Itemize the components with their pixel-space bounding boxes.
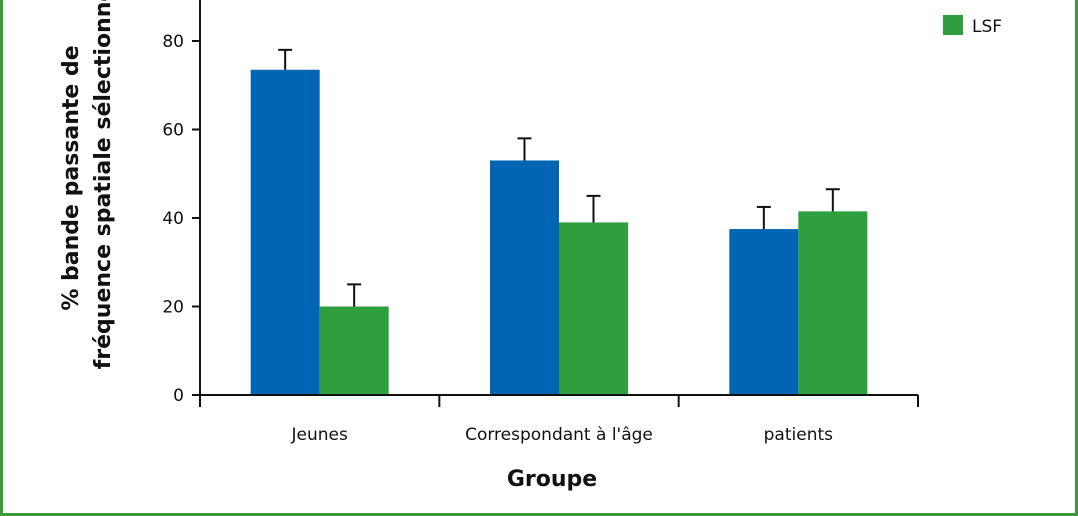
x-axis-ticks: Jeunes Correspondant à l'âge patients bbox=[199, 395, 919, 445]
bar-s0-c0 bbox=[250, 69, 320, 395]
bar-s1-c2 bbox=[798, 211, 868, 395]
x-tick-label-2: patients bbox=[764, 425, 833, 445]
y-tick-label-0: 0 bbox=[173, 386, 184, 406]
legend-label-lsf: LSF bbox=[972, 17, 1002, 37]
bar-s0-c2 bbox=[729, 229, 799, 395]
y-tick-label-40: 40 bbox=[162, 209, 184, 229]
y-tick-label-20: 20 bbox=[162, 298, 184, 318]
legend-swatch-lsf bbox=[943, 15, 963, 35]
x-tick-label-0: Jeunes bbox=[290, 425, 347, 445]
bars bbox=[250, 48, 868, 395]
y-axis-title-line1: % bande passante de bbox=[59, 45, 84, 310]
bar-s1-c0 bbox=[319, 306, 389, 395]
x-axis-title: Groupe bbox=[507, 467, 597, 492]
y-tick-label-80: 80 bbox=[162, 32, 184, 52]
legend: LSF bbox=[943, 15, 1002, 37]
y-axis-ticks: 0 20 40 60 80 bbox=[162, 32, 200, 406]
bar-s1-c1 bbox=[559, 222, 628, 395]
x-tick-label-1: Correspondant à l'âge bbox=[465, 425, 653, 445]
y-tick-label-60: 60 bbox=[162, 121, 184, 141]
bar-s0-c1 bbox=[490, 160, 559, 395]
y-axis-title-line2: fréquence spatiale sélectionné bbox=[91, 0, 116, 369]
